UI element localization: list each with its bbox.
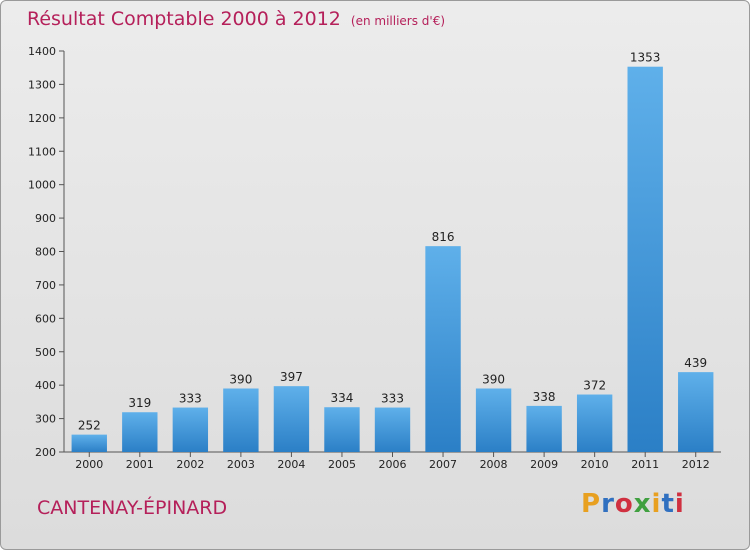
logo-letter: P bbox=[581, 489, 602, 519]
bar-2010 bbox=[576, 394, 613, 452]
x-tick-label-2011: 2011 bbox=[631, 458, 659, 471]
proxiti-logo: Proxiti bbox=[581, 489, 685, 519]
y-tick-label: 1400 bbox=[28, 45, 56, 58]
value-label-2005: 334 bbox=[331, 391, 354, 405]
y-tick-label: 1300 bbox=[28, 78, 56, 91]
bar-2002 bbox=[172, 407, 209, 452]
bar-2000 bbox=[71, 434, 107, 452]
logo-letter: i bbox=[651, 489, 662, 519]
chart-title: Résultat Comptable 2000 à 2012 (en millie… bbox=[27, 8, 445, 30]
x-tick-label-2010: 2010 bbox=[581, 458, 609, 471]
value-label-2006: 333 bbox=[381, 392, 404, 406]
value-label-2004: 397 bbox=[280, 370, 303, 384]
x-tick-label-2001: 2001 bbox=[126, 458, 154, 471]
y-tick-label: 900 bbox=[35, 212, 56, 225]
y-tick-label: 1200 bbox=[28, 112, 56, 125]
value-label-2003: 390 bbox=[229, 373, 252, 387]
value-label-2008: 390 bbox=[482, 373, 505, 387]
x-tick-label-2003: 2003 bbox=[227, 458, 255, 471]
y-tick-label: 300 bbox=[35, 413, 56, 426]
value-label-2010: 372 bbox=[583, 379, 606, 393]
value-label-2009: 338 bbox=[533, 390, 556, 404]
value-label-2001: 319 bbox=[128, 396, 151, 410]
chart-unit: (en milliers d'€) bbox=[350, 14, 446, 28]
logo-letter: t bbox=[661, 489, 675, 519]
y-tick-label: 800 bbox=[35, 246, 56, 259]
x-tick-label-2004: 2004 bbox=[277, 458, 305, 471]
bar-2009 bbox=[526, 405, 562, 452]
x-tick-label-2005: 2005 bbox=[328, 458, 356, 471]
value-label-2000: 252 bbox=[78, 419, 101, 433]
bar-2005 bbox=[324, 407, 360, 452]
bar-2001 bbox=[122, 412, 158, 452]
x-tick-label-2006: 2006 bbox=[379, 458, 407, 471]
x-tick-label-2000: 2000 bbox=[75, 458, 103, 471]
x-tick-label-2012: 2012 bbox=[682, 458, 710, 471]
bar-2008 bbox=[475, 388, 512, 452]
logo-letter: x bbox=[633, 489, 652, 519]
value-label-2002: 333 bbox=[179, 392, 202, 406]
bar-2004 bbox=[273, 386, 310, 452]
bar-2007 bbox=[425, 246, 461, 452]
bar-2006 bbox=[374, 407, 411, 452]
x-tick-label-2002: 2002 bbox=[176, 458, 204, 471]
bars bbox=[71, 66, 714, 452]
y-tick-label: 1100 bbox=[28, 145, 56, 158]
y-tick-label: 400 bbox=[35, 379, 56, 392]
y-tick-label: 200 bbox=[35, 446, 56, 459]
value-label-2007: 816 bbox=[432, 230, 455, 244]
commune-name: CANTENAY-ÉPINARD bbox=[37, 497, 228, 519]
logo-letter: o bbox=[614, 489, 634, 519]
value-labels: 252 319 333 390 397 334 333 816 390 338 372 1353 439 bbox=[78, 51, 707, 433]
x-tick-label-2008: 2008 bbox=[480, 458, 508, 471]
y-tick-label: 700 bbox=[35, 279, 56, 292]
chart-title-text: Résultat Comptable 2000 à 2012 bbox=[27, 8, 341, 30]
bar-2003 bbox=[223, 388, 259, 452]
y-tick-label: 500 bbox=[35, 346, 56, 359]
logo-letter: r bbox=[601, 489, 615, 519]
y-tick-label: 1000 bbox=[28, 179, 56, 192]
bar-2011 bbox=[627, 66, 663, 452]
value-label-2012: 439 bbox=[684, 356, 707, 370]
x-tick-label-2009: 2009 bbox=[530, 458, 558, 471]
x-tick-label-2007: 2007 bbox=[429, 458, 457, 471]
value-label-2011: 1353 bbox=[630, 51, 661, 65]
bar-2012 bbox=[678, 372, 714, 452]
y-tick-label: 600 bbox=[35, 312, 56, 325]
logo-letter: i bbox=[674, 489, 685, 519]
